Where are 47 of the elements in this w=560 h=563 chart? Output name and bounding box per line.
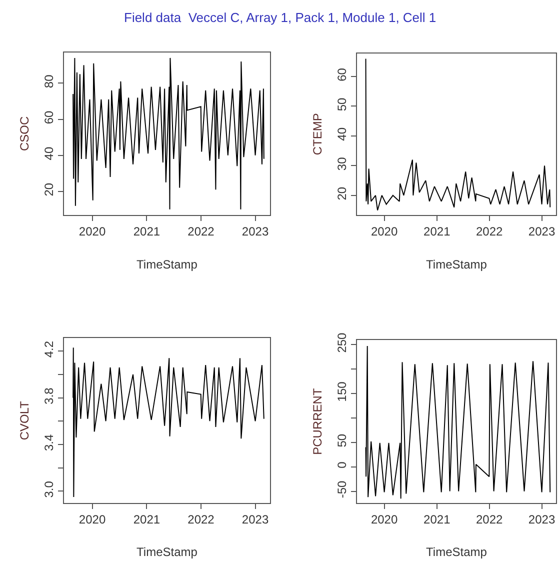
line-series [72,347,264,498]
line-series [365,58,551,211]
x-tick-label: 2022 [188,512,215,526]
line-series [365,346,551,500]
x-tick-label: 2020 [78,512,106,526]
y-tick-label: 3.4 [42,434,56,452]
y-tick-label: 4.2 [42,340,56,358]
x-tick-label: 2023 [528,512,556,526]
y-tick-label: 0 [335,461,350,468]
x-tick-label: 2021 [133,512,160,526]
x-axis-title: TimeStamp [426,257,488,272]
x-tick-label: 2023 [242,224,269,238]
x-axis-title: TimeStamp [136,545,198,560]
y-axis-title: CVOLT [18,400,32,440]
x-axis-title: TimeStamp [426,545,488,560]
x-tick-label: 2021 [424,512,451,526]
line-series [72,57,264,210]
x-tick-label: 2022 [476,224,503,238]
y-tick-label: 60 [335,68,350,82]
y-tick-label: 30 [335,156,350,171]
y-axis-title: CSOC [18,116,32,152]
y-tick-label: 20 [42,182,56,196]
y-tick-label: 3.8 [42,387,56,404]
y-tick-label: -50 [335,480,350,498]
y-tick-label: 40 [335,127,350,141]
x-tick-label: 2021 [133,224,160,238]
y-tick-label: 150 [335,381,350,402]
y-tick-label: 20 [335,186,350,200]
y-tick-label: 50 [335,434,350,448]
x-tick-label: 2020 [78,224,106,238]
x-tick-label: 2022 [188,224,215,238]
y-tick-label: 3.0 [42,480,56,498]
y-axis-title: PCURRENT [310,388,324,455]
x-tick-label: 2020 [370,512,398,526]
y-tick-label: 50 [335,97,350,112]
y-tick-label: 80 [42,74,56,88]
y-tick-label: 250 [335,332,350,353]
y-axis-title: CTEMP [310,113,324,156]
x-tick-label: 2023 [242,512,269,526]
x-tick-label: 2023 [528,224,556,238]
chart-title: Field data Veccel C, Array 1, Pack 1, Module 1, Cell 1 [124,10,436,25]
x-tick-label: 2020 [370,224,398,238]
x-axis-title: TimeStamp [136,257,198,272]
x-tick-label: 2021 [424,224,451,238]
y-tick-label: 60 [42,110,56,124]
x-tick-label: 2022 [476,512,503,526]
y-tick-label: 40 [42,146,56,160]
